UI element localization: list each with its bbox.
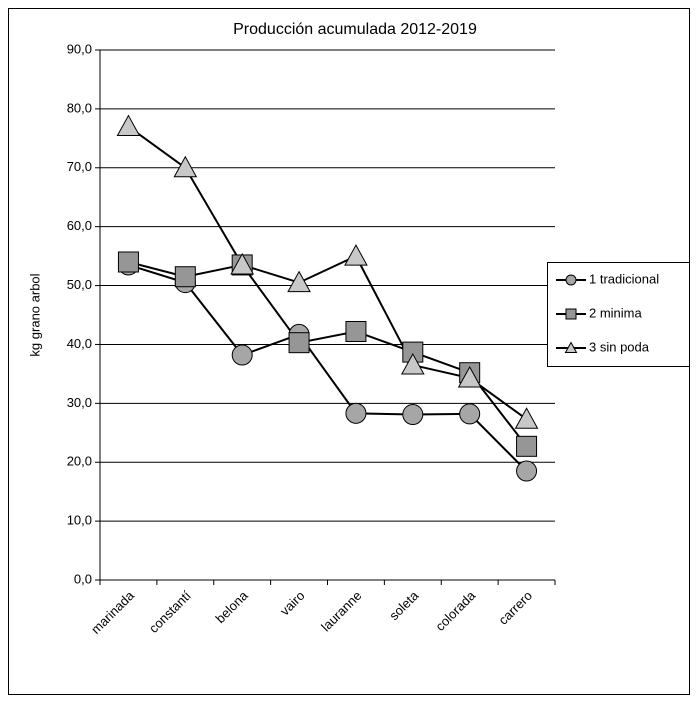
- point: [287, 270, 311, 293]
- y-tick-label: 40,0: [67, 336, 92, 351]
- point: [344, 244, 368, 266]
- point: [173, 155, 198, 178]
- point: [345, 402, 367, 424]
- point: [117, 251, 139, 273]
- y-tick-label: 90,0: [67, 41, 92, 56]
- point: [514, 407, 539, 429]
- legend-marker: [565, 274, 577, 286]
- y-tick-label: 10,0: [67, 513, 92, 528]
- legend-label: 2 minima: [589, 305, 643, 320]
- y-axis-label: kg grano arbol: [27, 273, 42, 356]
- y-tick-label: 60,0: [67, 218, 92, 233]
- plot-area: [100, 50, 555, 580]
- point: [345, 320, 367, 342]
- y-tick-label: 70,0: [67, 159, 92, 174]
- point: [230, 252, 255, 275]
- legend-label: 3 sin poda: [589, 339, 650, 354]
- y-tick-label: 20,0: [67, 454, 92, 469]
- y-tick-label: 50,0: [67, 277, 92, 292]
- point: [231, 344, 253, 366]
- point: [516, 460, 538, 482]
- y-tick-label: 0,0: [74, 571, 92, 586]
- point: [400, 353, 425, 375]
- y-tick-label: 30,0: [67, 395, 92, 410]
- point: [116, 114, 141, 137]
- y-tick-label: 80,0: [67, 100, 92, 115]
- point: [288, 332, 310, 354]
- legend-label: 1 tradicional: [589, 271, 659, 286]
- chart-title: Producción acumulada 2012-2019: [233, 21, 477, 38]
- point: [516, 435, 538, 457]
- point: [457, 365, 482, 388]
- point: [174, 266, 196, 288]
- legend-marker: [564, 341, 578, 353]
- legend-marker: [565, 308, 577, 320]
- legend: 1 tradicional 2 minima 3 sin poda: [547, 262, 690, 367]
- point: [459, 403, 481, 425]
- point: [402, 404, 424, 426]
